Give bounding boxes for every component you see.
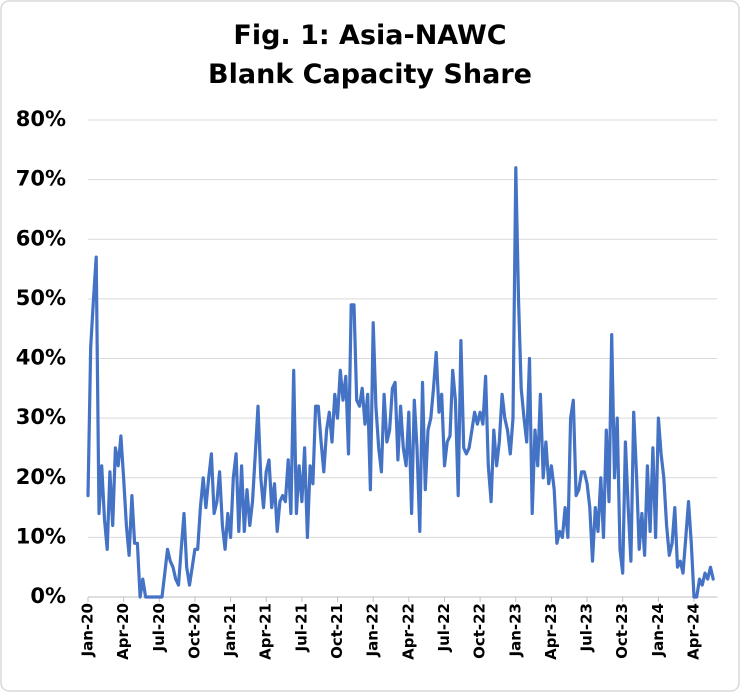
x-tick-label: Jan-23 xyxy=(506,603,524,657)
x-tick-label: Apr-22 xyxy=(399,603,417,660)
x-tick-label: Jul-20 xyxy=(150,603,168,653)
x-tick-label: Oct-20 xyxy=(185,603,203,659)
chart-title: Blank Capacity Share xyxy=(208,59,532,90)
x-tick-label: Oct-21 xyxy=(328,603,346,659)
y-tick-label: 0% xyxy=(30,584,66,608)
x-tick-label: Jan-24 xyxy=(649,603,667,657)
x-tick-label: Apr-24 xyxy=(685,603,703,660)
x-tick-label: Oct-22 xyxy=(471,603,489,659)
y-tick-label: 10% xyxy=(16,524,66,548)
x-tick-label: Jul-23 xyxy=(578,603,596,653)
y-tick-label: 20% xyxy=(16,465,66,489)
y-tick-label: 30% xyxy=(16,405,66,429)
x-tick-label: Apr-20 xyxy=(114,603,132,660)
x-tick-label: Jan-20 xyxy=(79,603,97,657)
data-line xyxy=(86,166,715,599)
x-tick-label: Jul-22 xyxy=(435,603,453,653)
x-tick-label: Apr-21 xyxy=(257,603,275,660)
y-tick-label: 70% xyxy=(16,167,66,191)
x-tick-label: Jan-21 xyxy=(221,603,239,657)
x-tick-label: Apr-23 xyxy=(542,603,560,660)
x-tick-label: Jul-21 xyxy=(292,603,310,653)
x-tick-label: Jan-22 xyxy=(364,603,382,657)
y-tick-label: 80% xyxy=(16,107,66,131)
y-tick-label: 60% xyxy=(16,226,66,250)
y-tick-label: 50% xyxy=(16,286,66,310)
chart-title: Fig. 1: Asia-NAWC xyxy=(233,20,506,51)
x-tick-label: Oct-23 xyxy=(613,603,631,659)
y-tick-label: 40% xyxy=(16,346,66,370)
